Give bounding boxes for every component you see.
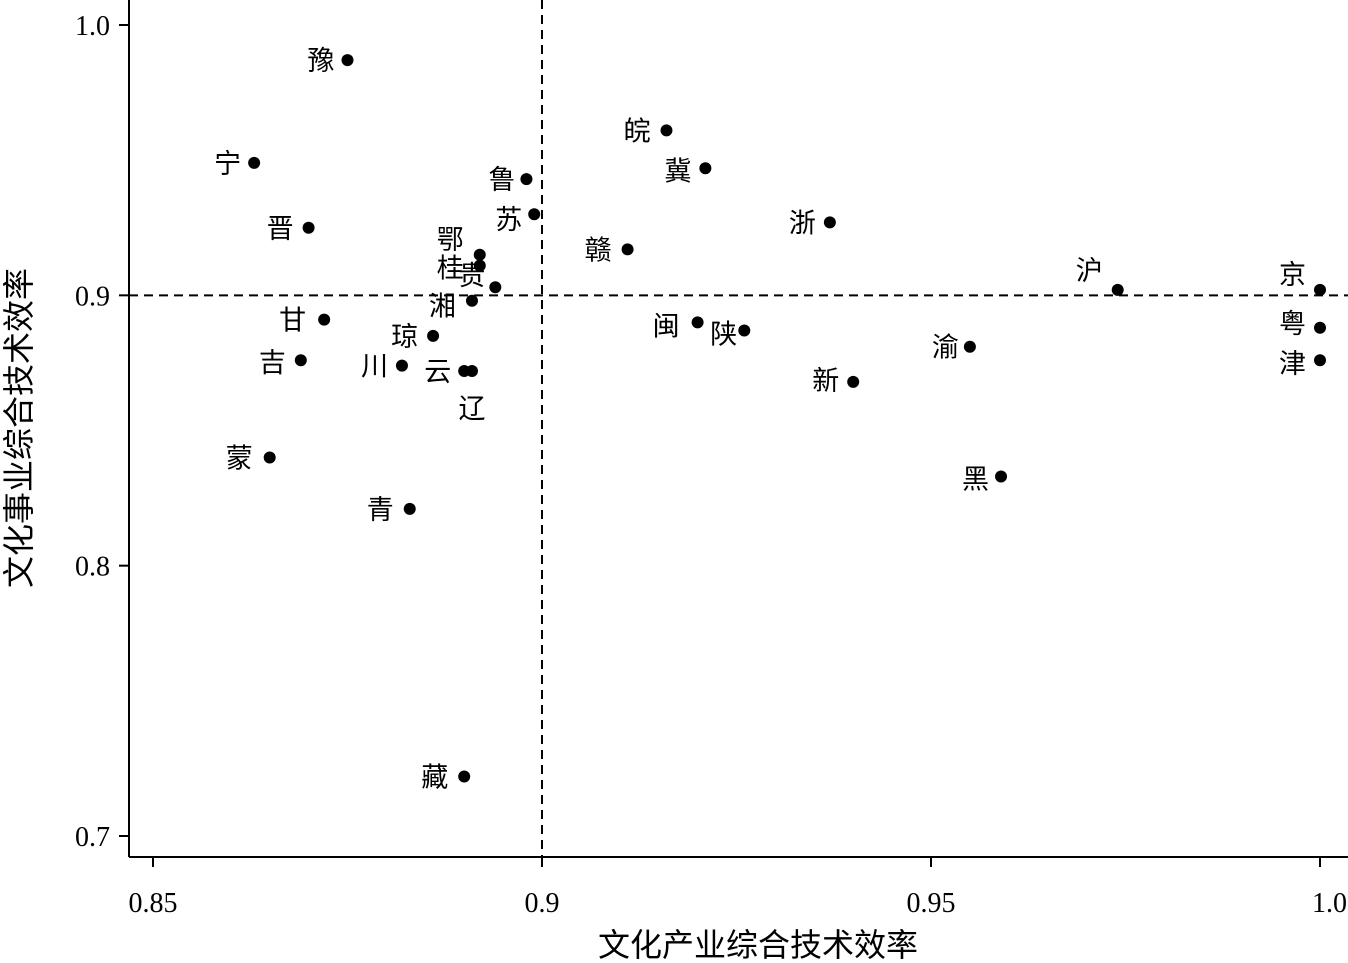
point-label: 辽: [458, 394, 485, 425]
x-tick-label: 0.95: [907, 888, 956, 919]
point-label: 渝: [932, 333, 959, 364]
data-point: [458, 770, 471, 783]
x-tick-label: 0.9: [525, 888, 560, 919]
point-label: 津: [1279, 349, 1306, 380]
point-label: 吉: [259, 348, 286, 379]
data-point: [465, 294, 478, 307]
y-tick-label: 0.7: [75, 822, 110, 853]
point-label: 苏: [495, 205, 522, 236]
data-point: [395, 359, 408, 372]
point-label: 甘: [279, 306, 306, 337]
point-label: 琼: [391, 322, 418, 353]
point-label: 鲁: [488, 165, 515, 196]
point-label: 粤: [1279, 309, 1306, 340]
data-point: [318, 313, 331, 326]
data-point: [473, 259, 486, 272]
point-label: 宁: [214, 149, 241, 180]
x-tick-label: 0.85: [129, 888, 178, 919]
point-label: 鄂: [437, 225, 464, 256]
data-point: [341, 54, 354, 67]
data-point: [248, 156, 261, 169]
data-point: [1314, 283, 1326, 296]
data-point: [465, 365, 478, 378]
x-axis-title: 文化产业综合技术效率: [598, 926, 918, 963]
data-point: [738, 324, 751, 337]
data-point: [528, 208, 541, 221]
data-point: [1111, 283, 1124, 296]
point-label: 赣: [585, 235, 612, 266]
data-point: [302, 221, 315, 234]
point-label: 川: [361, 352, 388, 383]
axis-ticks: 0.85 0.9 0.95 1.0 0.7 0.8 0.9 1.0: [75, 11, 1347, 919]
data-point: [621, 243, 634, 256]
y-tick-label: 0.9: [75, 281, 110, 312]
data-point: [995, 470, 1008, 483]
data-point: [823, 216, 836, 229]
y-tick-label: 1.0: [75, 11, 110, 42]
point-label: 湘: [429, 292, 456, 323]
point-label: 闽: [653, 311, 680, 342]
data-point: [294, 354, 307, 367]
data-point: [403, 502, 416, 515]
data-point: [660, 124, 673, 137]
point-label: 豫: [308, 46, 335, 77]
point-label: 冀: [664, 156, 691, 187]
data-point: [263, 451, 276, 464]
data-point: [1314, 321, 1326, 334]
point-label: 沪: [1076, 256, 1103, 287]
point-label: 新: [812, 366, 839, 397]
point-label: 藏: [421, 763, 448, 794]
data-point: [473, 248, 486, 261]
point-label: 浙: [789, 208, 816, 239]
y-tick-label: 0.8: [75, 552, 110, 583]
data-point: [520, 173, 533, 186]
data-point: [691, 316, 704, 329]
x-tick-label: 1.0: [1312, 888, 1347, 919]
point-label: 晋: [267, 214, 294, 245]
point-label: 桂: [437, 254, 464, 285]
point-label: 蒙: [226, 444, 253, 475]
data-point: [1314, 354, 1326, 367]
data-point: [427, 329, 440, 342]
point-label: 云: [424, 357, 451, 388]
data-point: [489, 281, 502, 294]
point-label: 皖: [623, 116, 650, 147]
data-point: [847, 375, 860, 388]
point-label: 贵: [458, 261, 485, 292]
point-label: 黑: [962, 464, 989, 495]
point-label: 京: [1279, 260, 1306, 291]
y-axis-title: 文化事业综合技术效率: [0, 268, 38, 588]
data-point: [699, 162, 712, 175]
data-points: [248, 54, 1326, 783]
point-label: 青: [367, 495, 394, 526]
point-label: 陕: [710, 319, 737, 350]
data-point: [963, 340, 976, 353]
